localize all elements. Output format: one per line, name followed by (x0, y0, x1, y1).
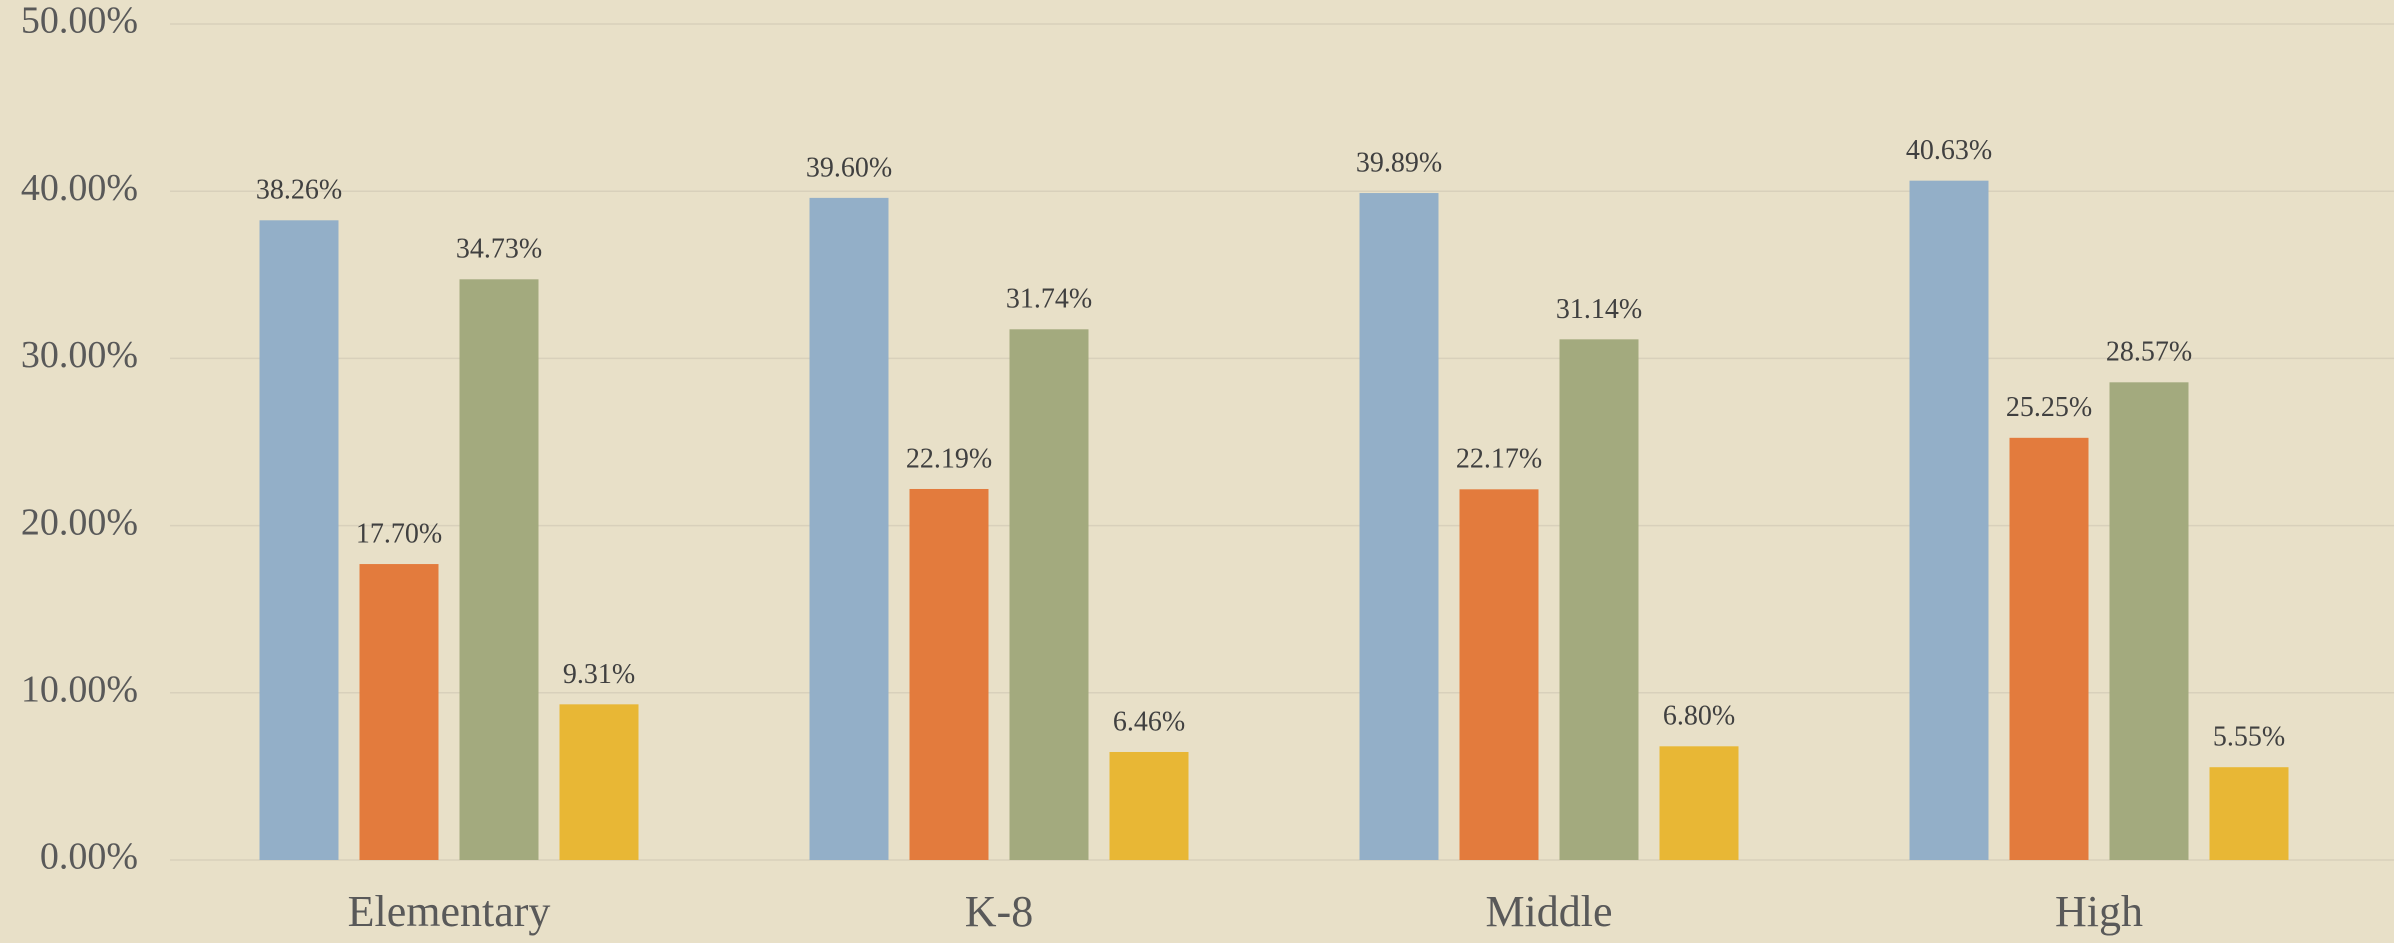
y-tick-label: 40.00% (21, 167, 138, 209)
bar (2109, 382, 2189, 860)
x-tick-label: High (2055, 887, 2143, 936)
x-tick-label: K-8 (965, 887, 1033, 936)
y-tick-label: 20.00% (21, 501, 138, 543)
data-label: 28.57% (2106, 337, 2192, 368)
bar (809, 197, 889, 860)
bar (1459, 489, 1539, 860)
x-tick-label: Elementary (348, 887, 551, 936)
data-label: 34.73% (456, 234, 542, 265)
data-label: 38.26% (256, 175, 342, 206)
data-label: 22.17% (1456, 444, 1542, 475)
bar (1559, 339, 1639, 860)
bar (1909, 180, 1989, 861)
bar (1109, 751, 1189, 860)
data-label: 39.89% (1356, 147, 1442, 178)
data-label: 25.25% (2006, 392, 2092, 423)
data-label: 40.63% (1906, 135, 1992, 166)
data-label: 6.80% (1663, 701, 1735, 732)
bar (1659, 746, 1739, 860)
bar (2009, 437, 2089, 860)
data-label: 39.60% (806, 152, 892, 183)
data-label: 9.31% (563, 659, 635, 690)
y-tick-label: 30.00% (21, 334, 138, 376)
y-tick-label: 50.00% (21, 0, 138, 42)
bar (1359, 193, 1439, 861)
y-tick-label: 0.00% (40, 836, 138, 878)
bar (2209, 767, 2289, 860)
data-label: 22.19% (906, 443, 992, 474)
data-label: 5.55% (2213, 722, 2285, 753)
bar (359, 564, 439, 860)
x-tick-label: Middle (1485, 887, 1612, 936)
bar (559, 704, 639, 860)
y-tick-label: 10.00% (21, 669, 138, 711)
data-label: 31.14% (1556, 294, 1642, 325)
bar (259, 220, 339, 861)
data-label: 17.70% (356, 518, 442, 549)
bar (1009, 329, 1089, 860)
bar (459, 279, 539, 860)
bar (909, 488, 989, 860)
data-label: 6.46% (1113, 706, 1185, 737)
data-label: 31.74% (1006, 284, 1092, 315)
